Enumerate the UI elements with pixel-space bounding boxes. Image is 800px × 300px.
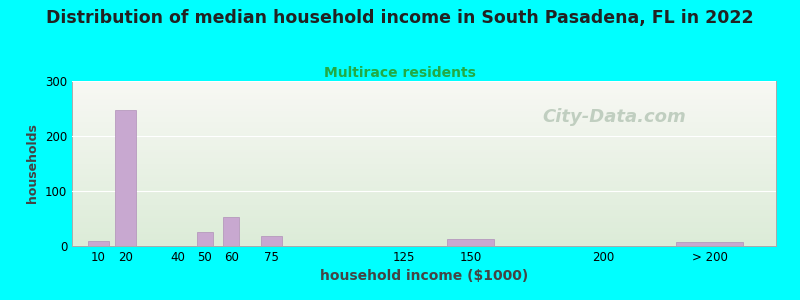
Bar xyxy=(114,110,136,246)
Bar xyxy=(197,232,213,246)
Text: City-Data.com: City-Data.com xyxy=(542,108,686,126)
Y-axis label: households: households xyxy=(26,124,39,203)
Text: Distribution of median household income in South Pasadena, FL in 2022: Distribution of median household income … xyxy=(46,9,754,27)
Bar xyxy=(261,236,282,246)
Bar xyxy=(223,218,239,246)
Bar xyxy=(676,242,742,246)
Text: Multirace residents: Multirace residents xyxy=(324,66,476,80)
Bar xyxy=(88,241,109,246)
X-axis label: household income ($1000): household income ($1000) xyxy=(320,269,528,284)
Bar xyxy=(446,239,494,246)
